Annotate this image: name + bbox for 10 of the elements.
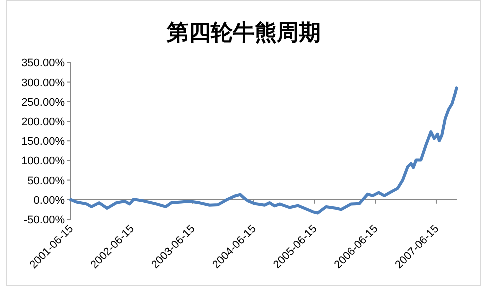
title: 第四轮牛熊周期 — [167, 20, 321, 45]
y-tick-label: 200.00% — [22, 116, 66, 128]
y-tick-label: 250.00% — [22, 96, 66, 109]
y-tick-label: 100.00% — [22, 156, 66, 168]
y-tick-label: 350.00% — [22, 58, 66, 70]
y-tick-label: 150.00% — [22, 136, 66, 148]
y-tick-label: 300.00% — [22, 77, 66, 90]
y-tick-label: -50.00% — [24, 214, 66, 226]
y-tick-label: 50.00% — [28, 175, 66, 188]
y-tick-label: 0.00% — [34, 194, 66, 207]
